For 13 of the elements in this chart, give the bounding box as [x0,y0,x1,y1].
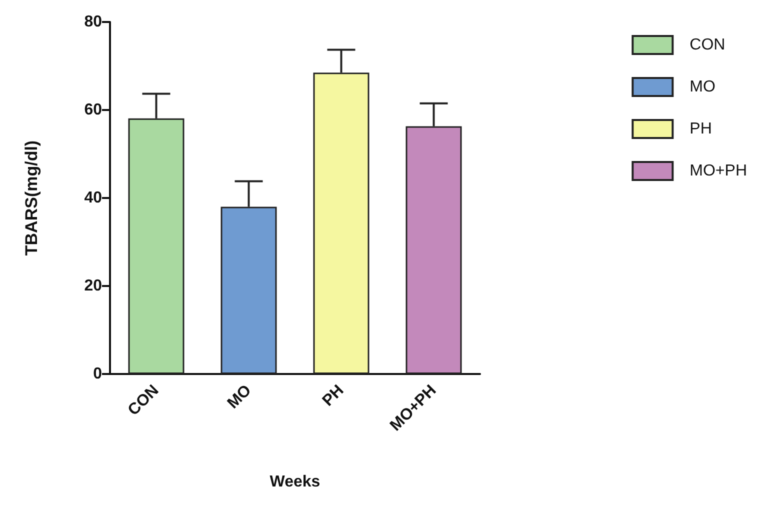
legend-label: MO+PH [690,162,747,180]
legend-label: MO [690,78,716,96]
legend-label: PH [690,120,712,138]
y-tick-label: 80 [84,14,102,30]
x-axis-title: Weeks [270,474,320,490]
legend-label: CON [690,36,726,54]
y-tick-label: 40 [84,190,102,206]
y-tick-label: 60 [84,102,102,118]
y-axis-title: TBARS(mg/dl) [22,140,41,256]
x-tick-label: MO [224,382,255,412]
y-tick-label: 0 [93,366,102,382]
x-tick-label: PH [320,382,348,410]
y-tick-label: 20 [84,278,102,294]
